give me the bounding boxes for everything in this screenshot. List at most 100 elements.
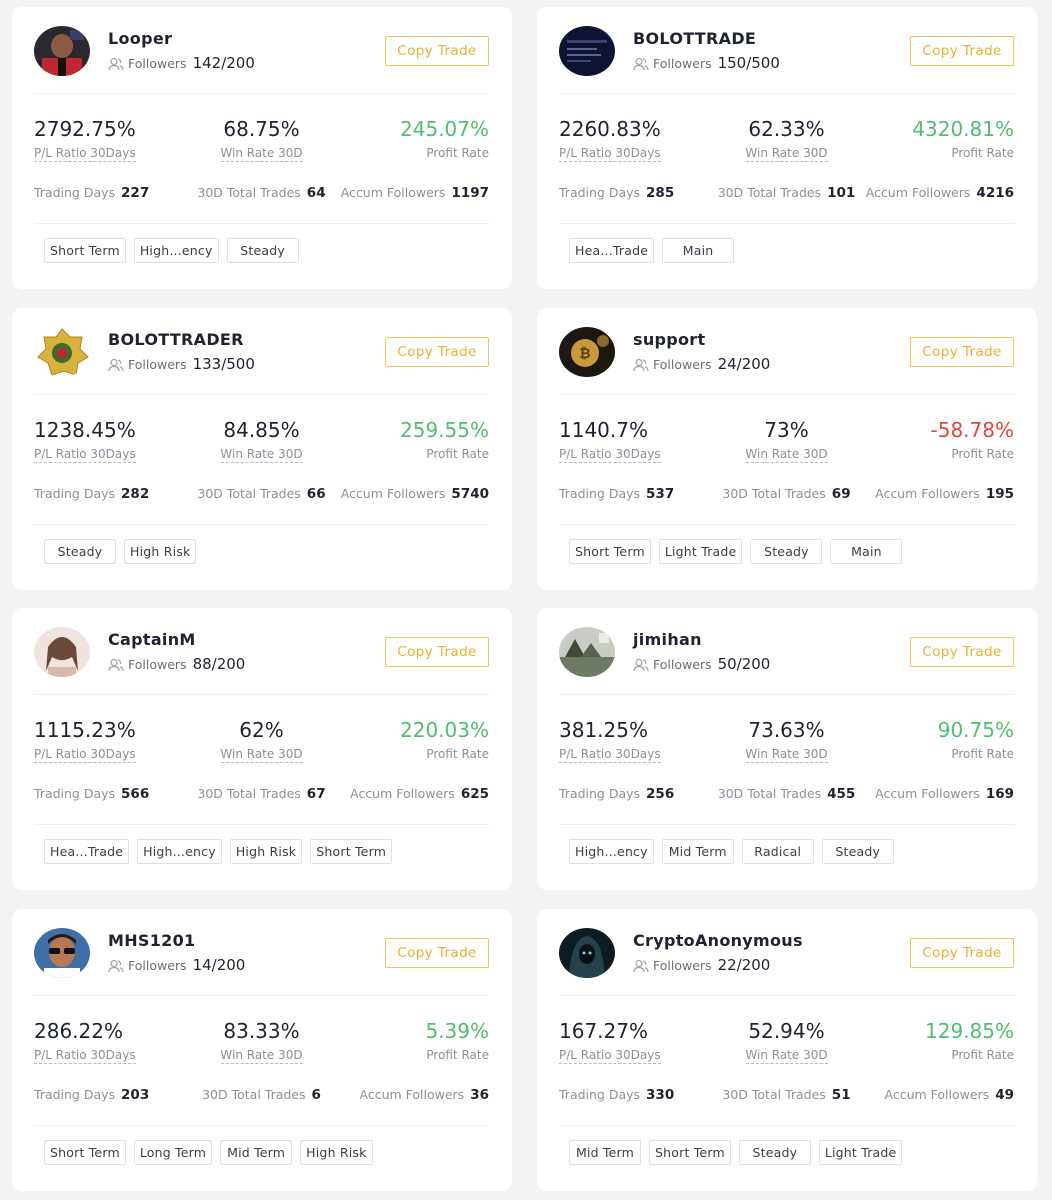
- tag-list: Hea...Trade High...ency High Risk Short Ter…: [44, 839, 400, 864]
- pl-ratio-label[interactable]: P/L Ratio 30Days: [34, 146, 136, 162]
- followers-label: Followers: [128, 356, 187, 372]
- followers-label: Followers: [653, 356, 712, 372]
- trader-name[interactable]: BOLOTTRADE: [633, 29, 757, 48]
- copy-trade-button[interactable]: Copy Trade: [385, 637, 489, 667]
- win-rate-label[interactable]: Win Rate 30D: [745, 747, 828, 763]
- trader-card[interactable]: MHS1201 Followers 14/200 Copy Trade 286.…: [12, 909, 512, 1191]
- pl-ratio-value: 286.22%: [34, 1019, 123, 1043]
- football-player-avatar[interactable]: [34, 26, 90, 76]
- tag: Short Term: [44, 1140, 126, 1165]
- followers-count: Followers 150/500: [633, 54, 780, 72]
- dark-screen-avatar[interactable]: [559, 26, 615, 76]
- stats-row: 2792.75% P/L Ratio 30Days 68.75% Win Rat…: [34, 117, 489, 167]
- followers-value: 24/200: [717, 355, 771, 373]
- tag-list: Mid Term Short Term Steady Light Trade: [569, 1140, 910, 1165]
- gold-badge-avatar[interactable]: [34, 327, 90, 377]
- trading-days-value: 282: [121, 486, 150, 502]
- trader-name[interactable]: support: [633, 330, 706, 349]
- win-rate-label[interactable]: Win Rate 30D: [745, 146, 828, 162]
- total-trades-value: 66: [306, 486, 326, 502]
- accum-followers-label: Accum Followers: [359, 1087, 465, 1102]
- tag-list: Short Term Long Term Mid Term High Risk: [44, 1140, 381, 1165]
- copy-trade-button[interactable]: Copy Trade: [910, 337, 1014, 367]
- bitcoin-avatar[interactable]: ₿: [559, 327, 615, 377]
- trader-card[interactable]: jimihan Followers 50/200 Copy Trade 381.…: [537, 608, 1037, 890]
- pl-ratio-label[interactable]: P/L Ratio 30Days: [559, 146, 661, 162]
- pl-ratio-stat: 1115.23% P/L Ratio 30Days: [34, 718, 136, 763]
- meta-row: Trading Days 256 30D Total Trades 455 Ac…: [559, 786, 1014, 806]
- tag: High...ency: [137, 839, 222, 864]
- tag: Steady: [750, 539, 823, 564]
- meta-row: Trading Days 537 30D Total Trades 69 Acc…: [559, 486, 1014, 506]
- copy-trade-button[interactable]: Copy Trade: [910, 36, 1014, 66]
- win-rate-label[interactable]: Win Rate 30D: [220, 747, 303, 763]
- trading-days-value: 227: [121, 185, 150, 201]
- trader-name[interactable]: BOLOTTRADER: [108, 330, 244, 349]
- pl-ratio-label[interactable]: P/L Ratio 30Days: [34, 447, 136, 463]
- pl-ratio-stat: 1140.7% P/L Ratio 30Days: [559, 418, 661, 463]
- pl-ratio-label[interactable]: P/L Ratio 30Days: [559, 1048, 661, 1064]
- trader-name[interactable]: jimihan: [633, 630, 702, 649]
- followers-label: Followers: [128, 656, 187, 672]
- trader-card[interactable]: BOLOTTRADER Followers 133/500 Copy Trade…: [12, 308, 512, 590]
- trader-name[interactable]: CaptainM: [108, 630, 196, 649]
- win-rate-label[interactable]: Win Rate 30D: [220, 1048, 303, 1064]
- trader-card[interactable]: BOLOTTRADE Followers 150/500 Copy Trade …: [537, 7, 1037, 289]
- pl-ratio-label[interactable]: P/L Ratio 30Days: [559, 447, 661, 463]
- pl-ratio-label[interactable]: P/L Ratio 30Days: [559, 747, 661, 763]
- trading-days-label: Trading Days: [34, 786, 116, 801]
- tag: High...ency: [133, 238, 219, 263]
- total-trades: 30D Total Trades 69: [722, 486, 850, 502]
- trading-days-value: 285: [646, 185, 675, 201]
- profit-rate-value: 4320.81%: [912, 117, 1014, 141]
- copy-trade-button[interactable]: Copy Trade: [385, 36, 489, 66]
- trading-days-value: 566: [121, 786, 150, 802]
- copy-trade-button[interactable]: Copy Trade: [385, 337, 489, 367]
- followers-label: Followers: [128, 55, 187, 71]
- followers-value: 50/200: [717, 655, 771, 673]
- win-rate-label[interactable]: Win Rate 30D: [745, 1048, 828, 1064]
- copy-trade-button[interactable]: Copy Trade: [910, 637, 1014, 667]
- tag: Mid Term: [569, 1140, 641, 1165]
- followers-count: Followers 133/500: [108, 355, 255, 373]
- tag: Steady: [44, 539, 116, 564]
- win-rate-label[interactable]: Win Rate 30D: [220, 447, 303, 463]
- accum-followers-label: Accum Followers: [884, 1087, 990, 1102]
- divider: [34, 93, 490, 94]
- trader-name[interactable]: MHS1201: [108, 931, 196, 950]
- win-rate-label[interactable]: Win Rate 30D: [220, 146, 303, 162]
- trader-card[interactable]: CryptoAnonymous Followers 22/200 Copy Tr…: [537, 909, 1037, 1191]
- accum-followers-value: 49: [995, 1087, 1014, 1103]
- profit-rate-stat: 220.03% Profit Rate: [400, 718, 489, 761]
- accum-followers-label: Accum Followers: [875, 486, 980, 501]
- profit-rate-stat: 245.07% Profit Rate: [400, 117, 489, 160]
- copy-trade-button[interactable]: Copy Trade: [385, 938, 489, 968]
- copy-trade-button[interactable]: Copy Trade: [910, 938, 1014, 968]
- trader-name[interactable]: CryptoAnonymous: [633, 931, 803, 950]
- trader-card[interactable]: Looper Followers 142/200 Copy Trade 2792…: [12, 7, 512, 289]
- divider: [34, 824, 490, 825]
- trader-card[interactable]: ₿ support Followers 24/200 Copy Trade 11…: [537, 308, 1037, 590]
- portrait-avatar[interactable]: [34, 627, 90, 677]
- accum-followers: Accum Followers 195: [875, 486, 1014, 502]
- pl-ratio-label[interactable]: P/L Ratio 30Days: [34, 747, 136, 763]
- stats-row: 167.27% P/L Ratio 30Days 52.94% Win Rate…: [559, 1019, 1014, 1069]
- accum-followers-value: 1197: [451, 185, 489, 201]
- hooded-figure-avatar[interactable]: [559, 928, 615, 978]
- divider: [559, 694, 1015, 695]
- pl-ratio-label[interactable]: P/L Ratio 30Days: [34, 1048, 136, 1064]
- win-rate-value: 84.85%: [223, 418, 300, 442]
- tag: Short Term: [44, 238, 126, 263]
- sunglasses-avatar[interactable]: [34, 928, 90, 978]
- win-rate-label[interactable]: Win Rate 30D: [745, 447, 828, 463]
- pl-ratio-value: 2792.75%: [34, 117, 136, 141]
- trader-name[interactable]: Looper: [108, 29, 173, 48]
- profit-rate-stat: 129.85% Profit Rate: [925, 1019, 1014, 1062]
- pl-ratio-value: 167.27%: [559, 1019, 648, 1043]
- trader-card[interactable]: CaptainM Followers 88/200 Copy Trade 111…: [12, 608, 512, 890]
- profit-rate-label: Profit Rate: [426, 747, 489, 761]
- landscape-avatar[interactable]: [559, 627, 615, 677]
- trading-days: Trading Days 537: [559, 486, 674, 502]
- total-trades-label: 30D Total Trades: [197, 786, 301, 801]
- win-rate-stat: 62% Win Rate 30D: [220, 718, 303, 763]
